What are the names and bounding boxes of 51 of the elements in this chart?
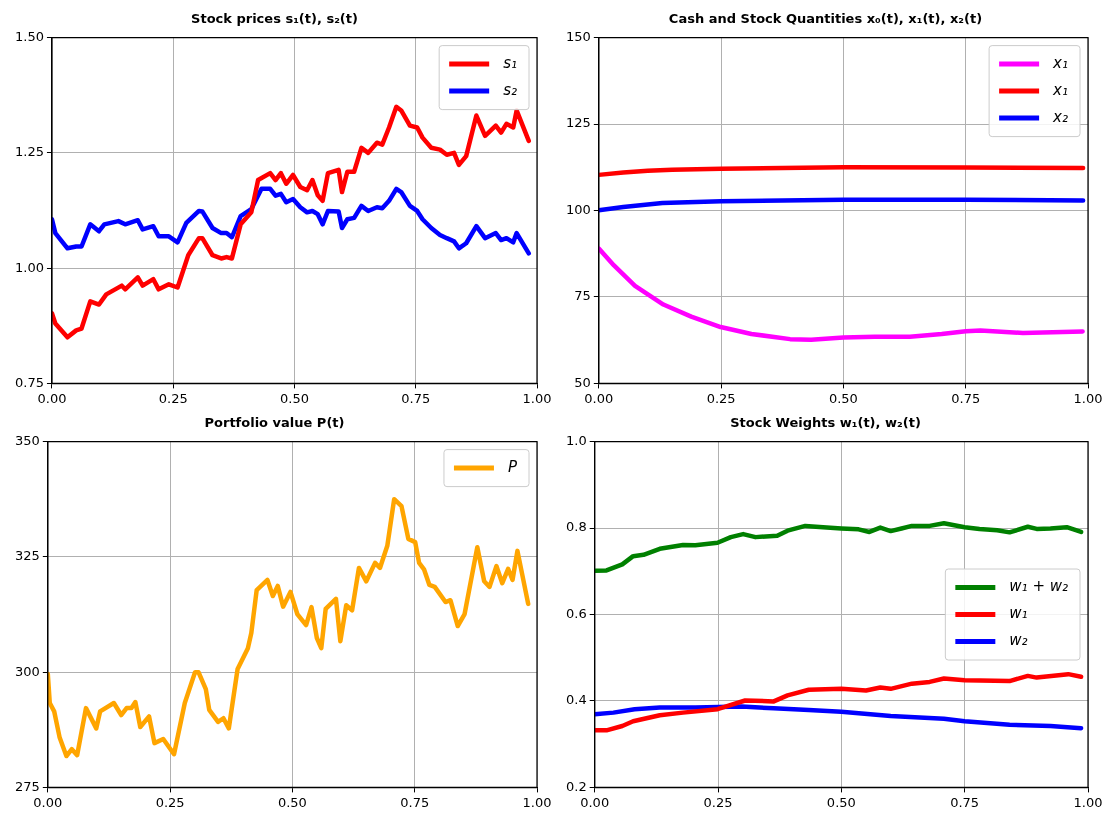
legend-label: x₁ bbox=[1052, 53, 1068, 72]
x-tick-label: 0.75 bbox=[951, 390, 981, 406]
legend-label: x₁ bbox=[1052, 80, 1068, 99]
chart-title: Portfolio value P(t) bbox=[204, 415, 345, 431]
y-tick-label: 1.25 bbox=[14, 144, 44, 160]
y-tick-label: 150 bbox=[565, 28, 591, 44]
x-tick-label: 1.00 bbox=[522, 390, 552, 406]
y-tick-label: 125 bbox=[565, 115, 591, 131]
chart-title: Stock prices s₁(t), s₂(t) bbox=[191, 11, 358, 27]
x-tick-label: 0.75 bbox=[400, 794, 430, 810]
y-tick-label: 350 bbox=[14, 432, 40, 448]
x-tick-label: 0.00 bbox=[33, 794, 63, 810]
x-tick-label: 0.00 bbox=[580, 794, 610, 810]
y-tick-label: 1.50 bbox=[14, 28, 44, 44]
x-tick-label: 1.00 bbox=[522, 794, 552, 810]
y-tick-label: 75 bbox=[574, 288, 591, 304]
x-tick-label: 0.00 bbox=[37, 390, 67, 406]
legend-label: w₂ bbox=[1009, 631, 1028, 650]
y-tick-label: 275 bbox=[14, 778, 40, 794]
y-tick-label: 0.6 bbox=[565, 605, 587, 621]
chart-title: Stock Weights w₁(t), w₂(t) bbox=[730, 415, 921, 431]
x-tick-label: 0.25 bbox=[703, 794, 733, 810]
y-tick-label: 0.8 bbox=[565, 519, 587, 535]
x-tick-label: 0.25 bbox=[155, 794, 185, 810]
legend-label: x₂ bbox=[1052, 107, 1068, 126]
x-tick-label: 0.75 bbox=[401, 390, 431, 406]
x-tick-label: 0.50 bbox=[277, 794, 307, 810]
y-tick-label: 50 bbox=[574, 374, 591, 390]
x-tick-label: 0.50 bbox=[280, 390, 309, 406]
x-tick-label: 1.00 bbox=[1073, 794, 1103, 810]
y-tick-label: 325 bbox=[14, 548, 40, 564]
x-tick-label: 0.50 bbox=[826, 794, 856, 810]
x-tick-label: 0.50 bbox=[828, 390, 858, 406]
y-tick-label: 0.4 bbox=[565, 692, 587, 708]
x-tick-label: 1.00 bbox=[1073, 390, 1103, 406]
x-tick-label: 0.00 bbox=[584, 390, 614, 406]
y-tick-label: 1.0 bbox=[565, 432, 587, 448]
y-tick-label: 300 bbox=[14, 663, 40, 679]
chart-title: Cash and Stock Quantities x₀(t), x₁(t), x₂(t) bbox=[668, 11, 983, 27]
y-tick-label: 0.75 bbox=[14, 374, 44, 390]
legend-label: s₁ bbox=[503, 53, 517, 72]
legend-label: w₁ + w₂ bbox=[1009, 577, 1068, 596]
x-tick-label: 0.25 bbox=[706, 390, 736, 406]
x-tick-label: 0.25 bbox=[158, 390, 188, 406]
x-tick-label: 0.75 bbox=[950, 794, 980, 810]
legend-label: w₁ bbox=[1009, 604, 1028, 623]
y-tick-label: 100 bbox=[565, 201, 591, 217]
legend-label: P bbox=[507, 457, 518, 476]
legend-label: s₂ bbox=[503, 80, 517, 99]
y-tick-label: 1.00 bbox=[14, 259, 44, 275]
y-tick-label: 0.2 bbox=[565, 778, 587, 794]
